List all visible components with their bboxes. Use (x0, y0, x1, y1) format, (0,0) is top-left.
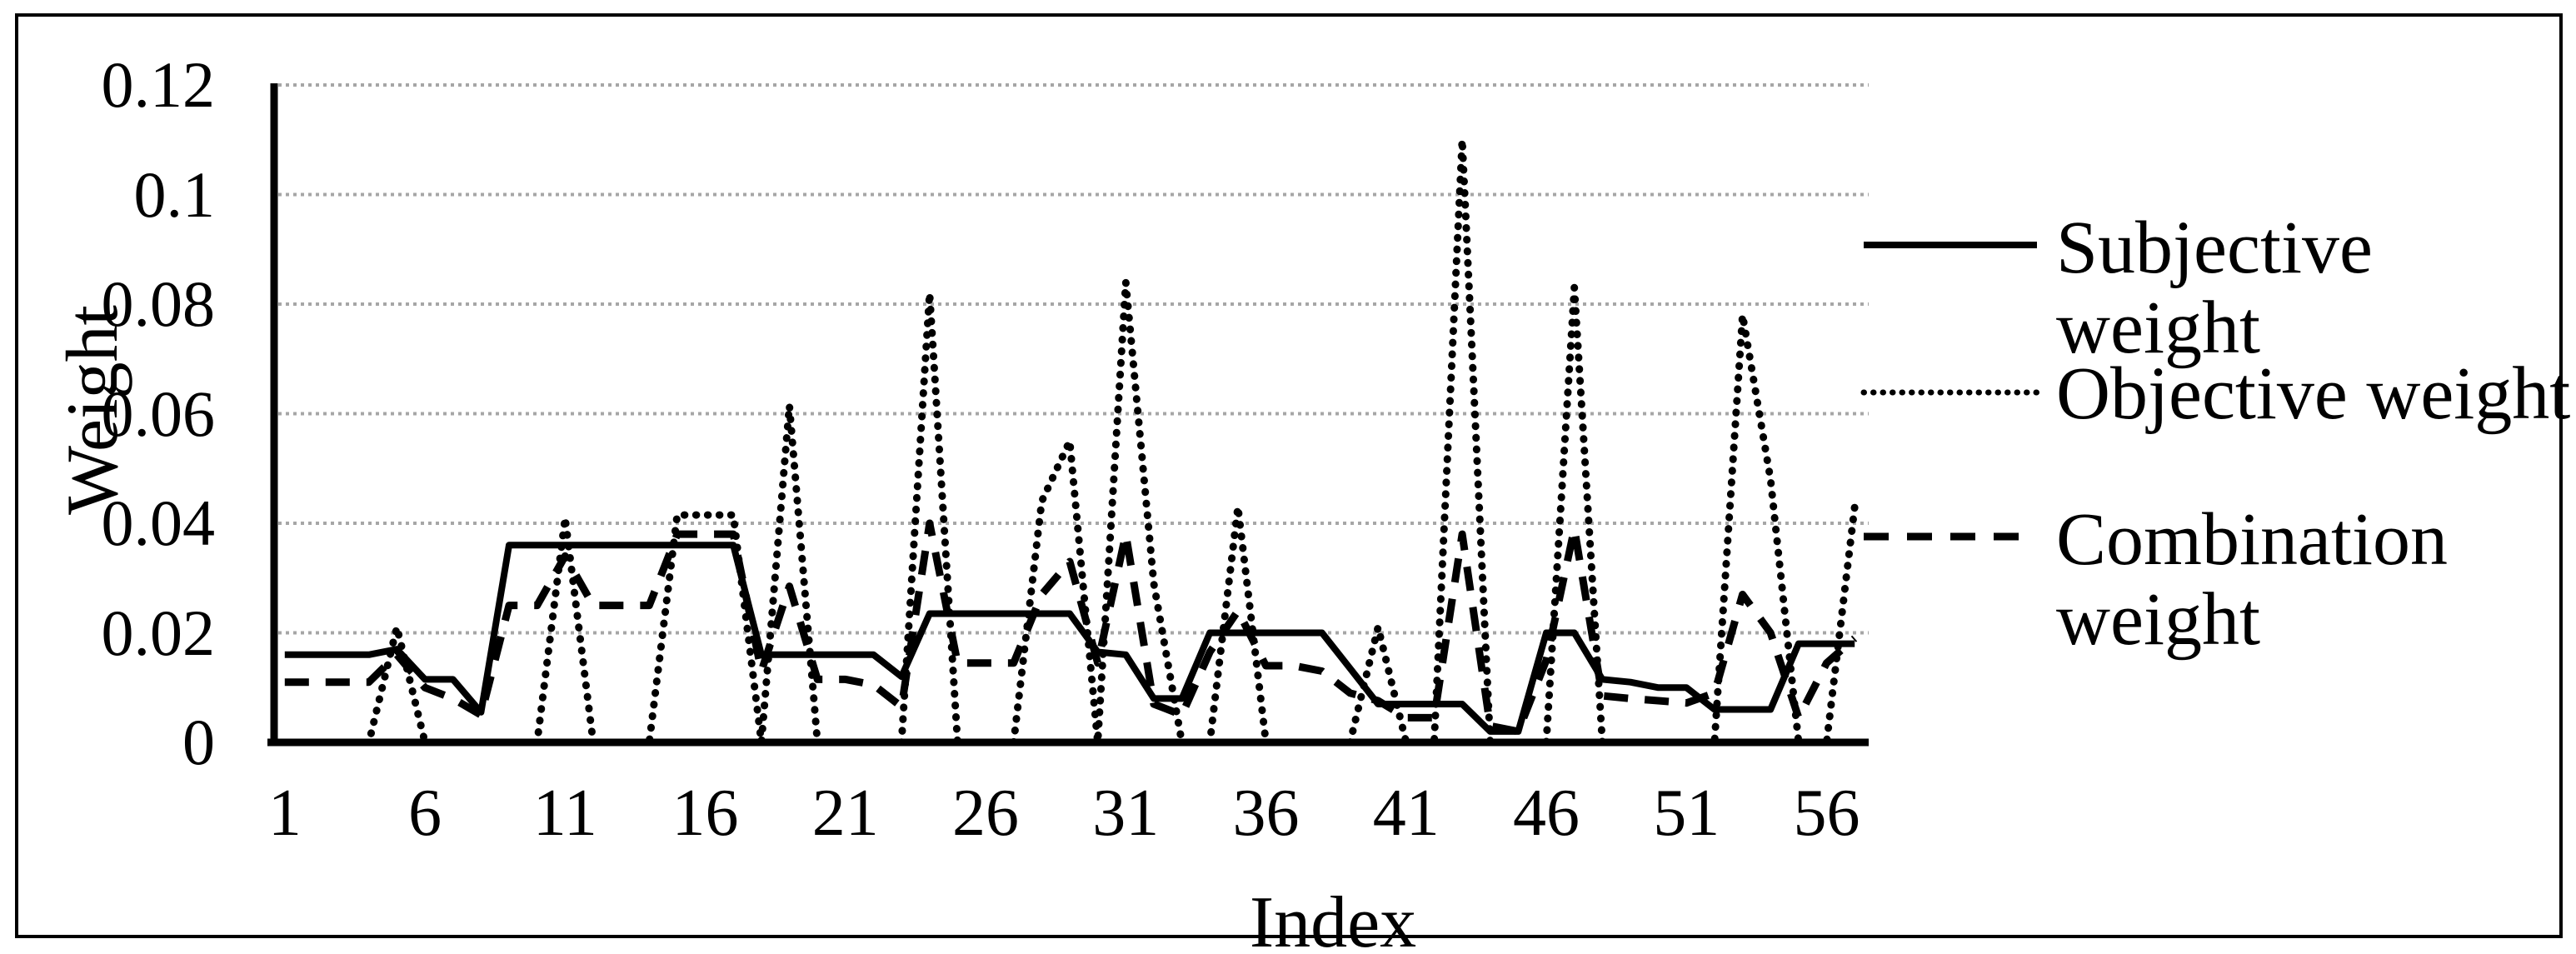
x-tick-label-11: 11 (532, 777, 597, 850)
x-tick-label-56: 56 (1793, 777, 1860, 850)
y-axis-title: Weight (52, 305, 133, 515)
y-tick-label-0.1: 0.1 (133, 157, 216, 231)
figure-border (15, 13, 2563, 938)
x-tick-label-41: 41 (1372, 777, 1440, 850)
series-dotted-objective-weight (281, 136, 1859, 747)
x-tick-label-21: 21 (811, 777, 879, 850)
y-tick-label-0.04: 0.04 (101, 487, 216, 559)
x-tick-label-1: 1 (267, 777, 302, 850)
x-tick-label-16: 16 (671, 777, 739, 850)
y-tick-label-0.06: 0.06 (101, 377, 216, 450)
y-tick-label-0: 0 (182, 706, 215, 778)
x-tick-label-31: 31 (1092, 777, 1160, 850)
y-tick-label-0.12: 0.12 (101, 48, 216, 121)
x-axis-title: Index (1249, 882, 1417, 954)
x-tick-label-26: 26 (952, 777, 1020, 850)
x-tick-label-6: 6 (408, 777, 442, 850)
x-tick-label-46: 46 (1513, 777, 1580, 850)
y-tick-label-0.02: 0.02 (101, 596, 216, 669)
series-solid-subjective-weight (284, 542, 1855, 735)
series-dashed-combination-weight (284, 519, 1858, 736)
y-tick-label-0.08: 0.08 (101, 267, 216, 340)
x-tick-label-36: 36 (1232, 777, 1300, 850)
x-tick-label-51: 51 (1653, 777, 1720, 850)
